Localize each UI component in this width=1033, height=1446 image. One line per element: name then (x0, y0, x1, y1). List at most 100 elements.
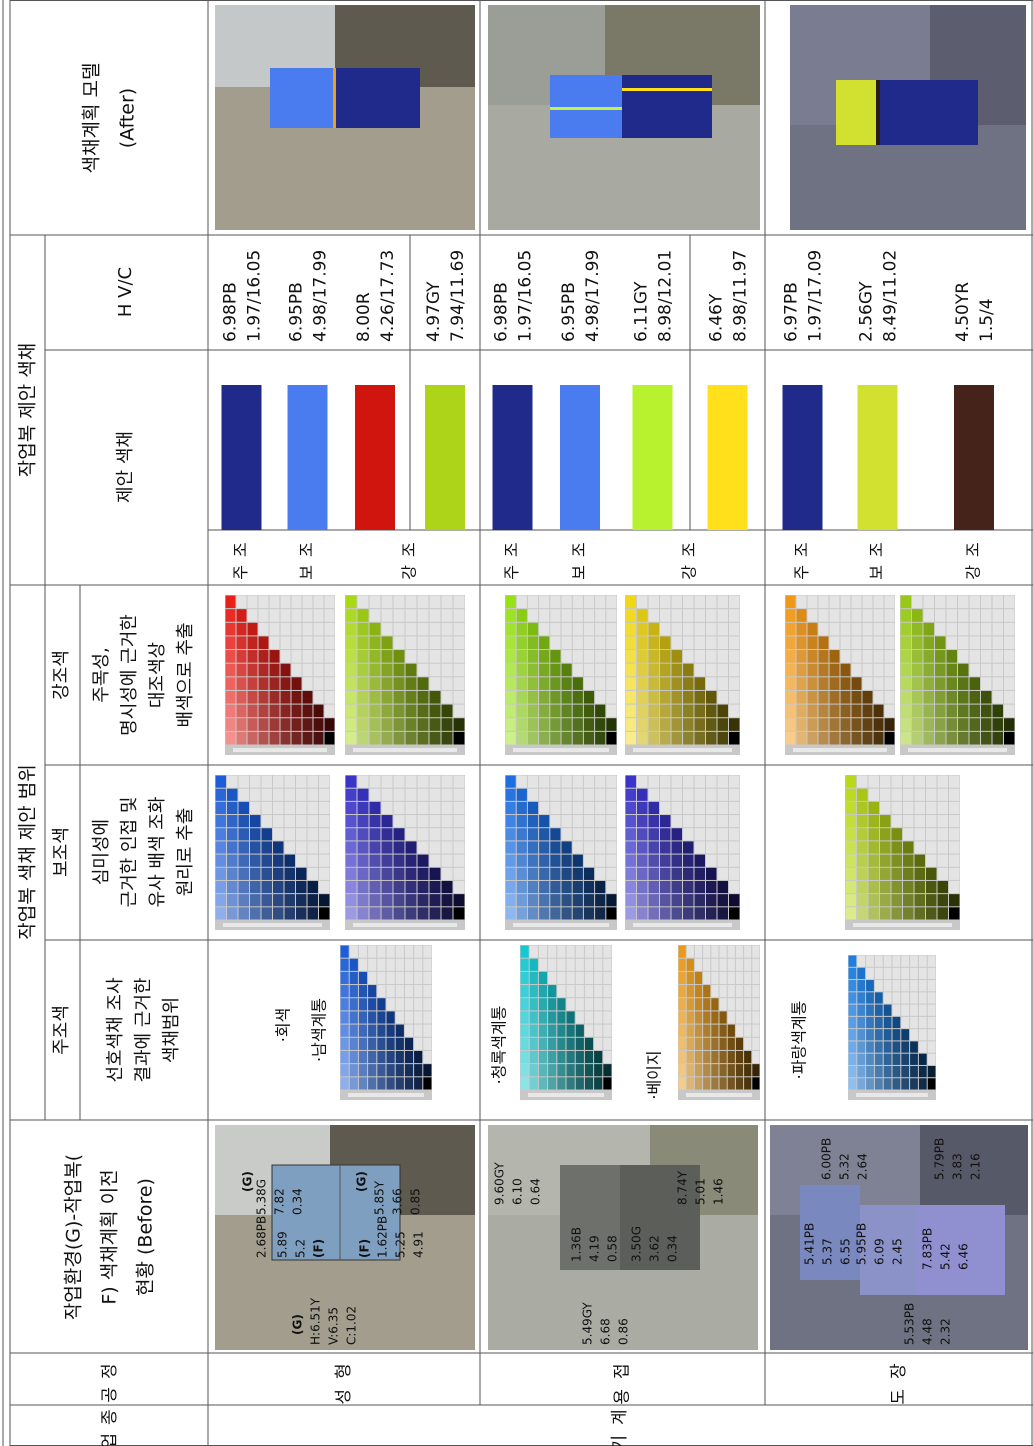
chip (728, 959, 735, 971)
chip (901, 1054, 909, 1065)
chip (370, 881, 381, 893)
before-value: 9.60GY (493, 1162, 507, 1205)
chip (506, 894, 516, 906)
chip (857, 894, 868, 906)
chip (521, 1011, 529, 1023)
chip (303, 596, 313, 609)
chip (430, 677, 441, 690)
color-vc: 4.98/17.99 (583, 250, 603, 342)
chip (248, 732, 258, 745)
chip (281, 623, 291, 636)
chip (947, 623, 958, 636)
chip (949, 828, 960, 840)
chip (660, 828, 671, 840)
chip (926, 881, 937, 893)
chip (292, 596, 302, 609)
chip (958, 636, 969, 649)
chip (841, 732, 851, 745)
chip (928, 980, 936, 991)
chip (539, 907, 549, 919)
chip (454, 664, 465, 677)
before-value: 8.74Y (676, 1170, 690, 1205)
chip (863, 650, 873, 663)
chip (606, 596, 616, 609)
chip (915, 776, 926, 788)
chip (594, 1051, 602, 1063)
chip (562, 815, 572, 827)
chip (585, 972, 593, 984)
chip (711, 998, 718, 1010)
chip (718, 677, 729, 690)
chip (550, 789, 560, 801)
before-value: 0.64 (529, 1178, 543, 1205)
chip (718, 718, 729, 731)
before-value: 5.95PB (855, 1223, 869, 1265)
chip (250, 828, 261, 840)
chip (1004, 650, 1015, 663)
chip (414, 1025, 422, 1037)
chip (852, 596, 862, 609)
chip (346, 776, 357, 788)
chip (797, 732, 807, 745)
chip (935, 664, 946, 677)
before-value: 6.55 (839, 1238, 853, 1265)
chip (736, 1011, 743, 1023)
chip (672, 636, 683, 649)
chip (720, 1038, 727, 1050)
chip (226, 664, 236, 677)
chip (239, 776, 250, 788)
chip (919, 1017, 927, 1028)
chip (314, 636, 324, 649)
chip (292, 705, 302, 718)
chip (626, 828, 637, 840)
chip (924, 705, 935, 718)
chip (875, 1005, 883, 1016)
chip (423, 946, 431, 958)
chip (414, 1077, 422, 1089)
chip (528, 881, 538, 893)
chip (382, 677, 393, 690)
chip (695, 1011, 702, 1023)
chip (562, 650, 572, 663)
chip (319, 776, 330, 788)
chip (626, 855, 637, 867)
chip (884, 992, 892, 1003)
chip (683, 609, 694, 622)
chip (924, 650, 935, 663)
chip (849, 980, 857, 991)
chip (819, 650, 829, 663)
chip (695, 718, 706, 731)
chip (350, 1077, 358, 1089)
chip (626, 718, 637, 731)
chip (866, 956, 874, 967)
after-region (836, 80, 876, 145)
chip (292, 677, 302, 690)
chip (394, 609, 405, 622)
chip (358, 718, 369, 731)
chip (285, 855, 296, 867)
chip (884, 968, 892, 979)
chip (797, 664, 807, 677)
chip (567, 946, 575, 958)
chip (550, 868, 560, 880)
chip (454, 868, 465, 880)
chip (857, 828, 868, 840)
chip (736, 1077, 743, 1089)
chip (595, 841, 605, 853)
chip (919, 968, 927, 979)
chip (406, 677, 417, 690)
chip (880, 802, 891, 814)
chip (528, 894, 538, 906)
chip (660, 705, 671, 718)
chip (880, 855, 891, 867)
chip (358, 677, 369, 690)
chip (358, 609, 369, 622)
chip (935, 650, 946, 663)
chip (270, 636, 280, 649)
chip (414, 972, 422, 984)
chip (626, 732, 637, 745)
chip (396, 1038, 404, 1050)
chip (637, 623, 648, 636)
chip (736, 1064, 743, 1076)
chip (394, 623, 405, 636)
